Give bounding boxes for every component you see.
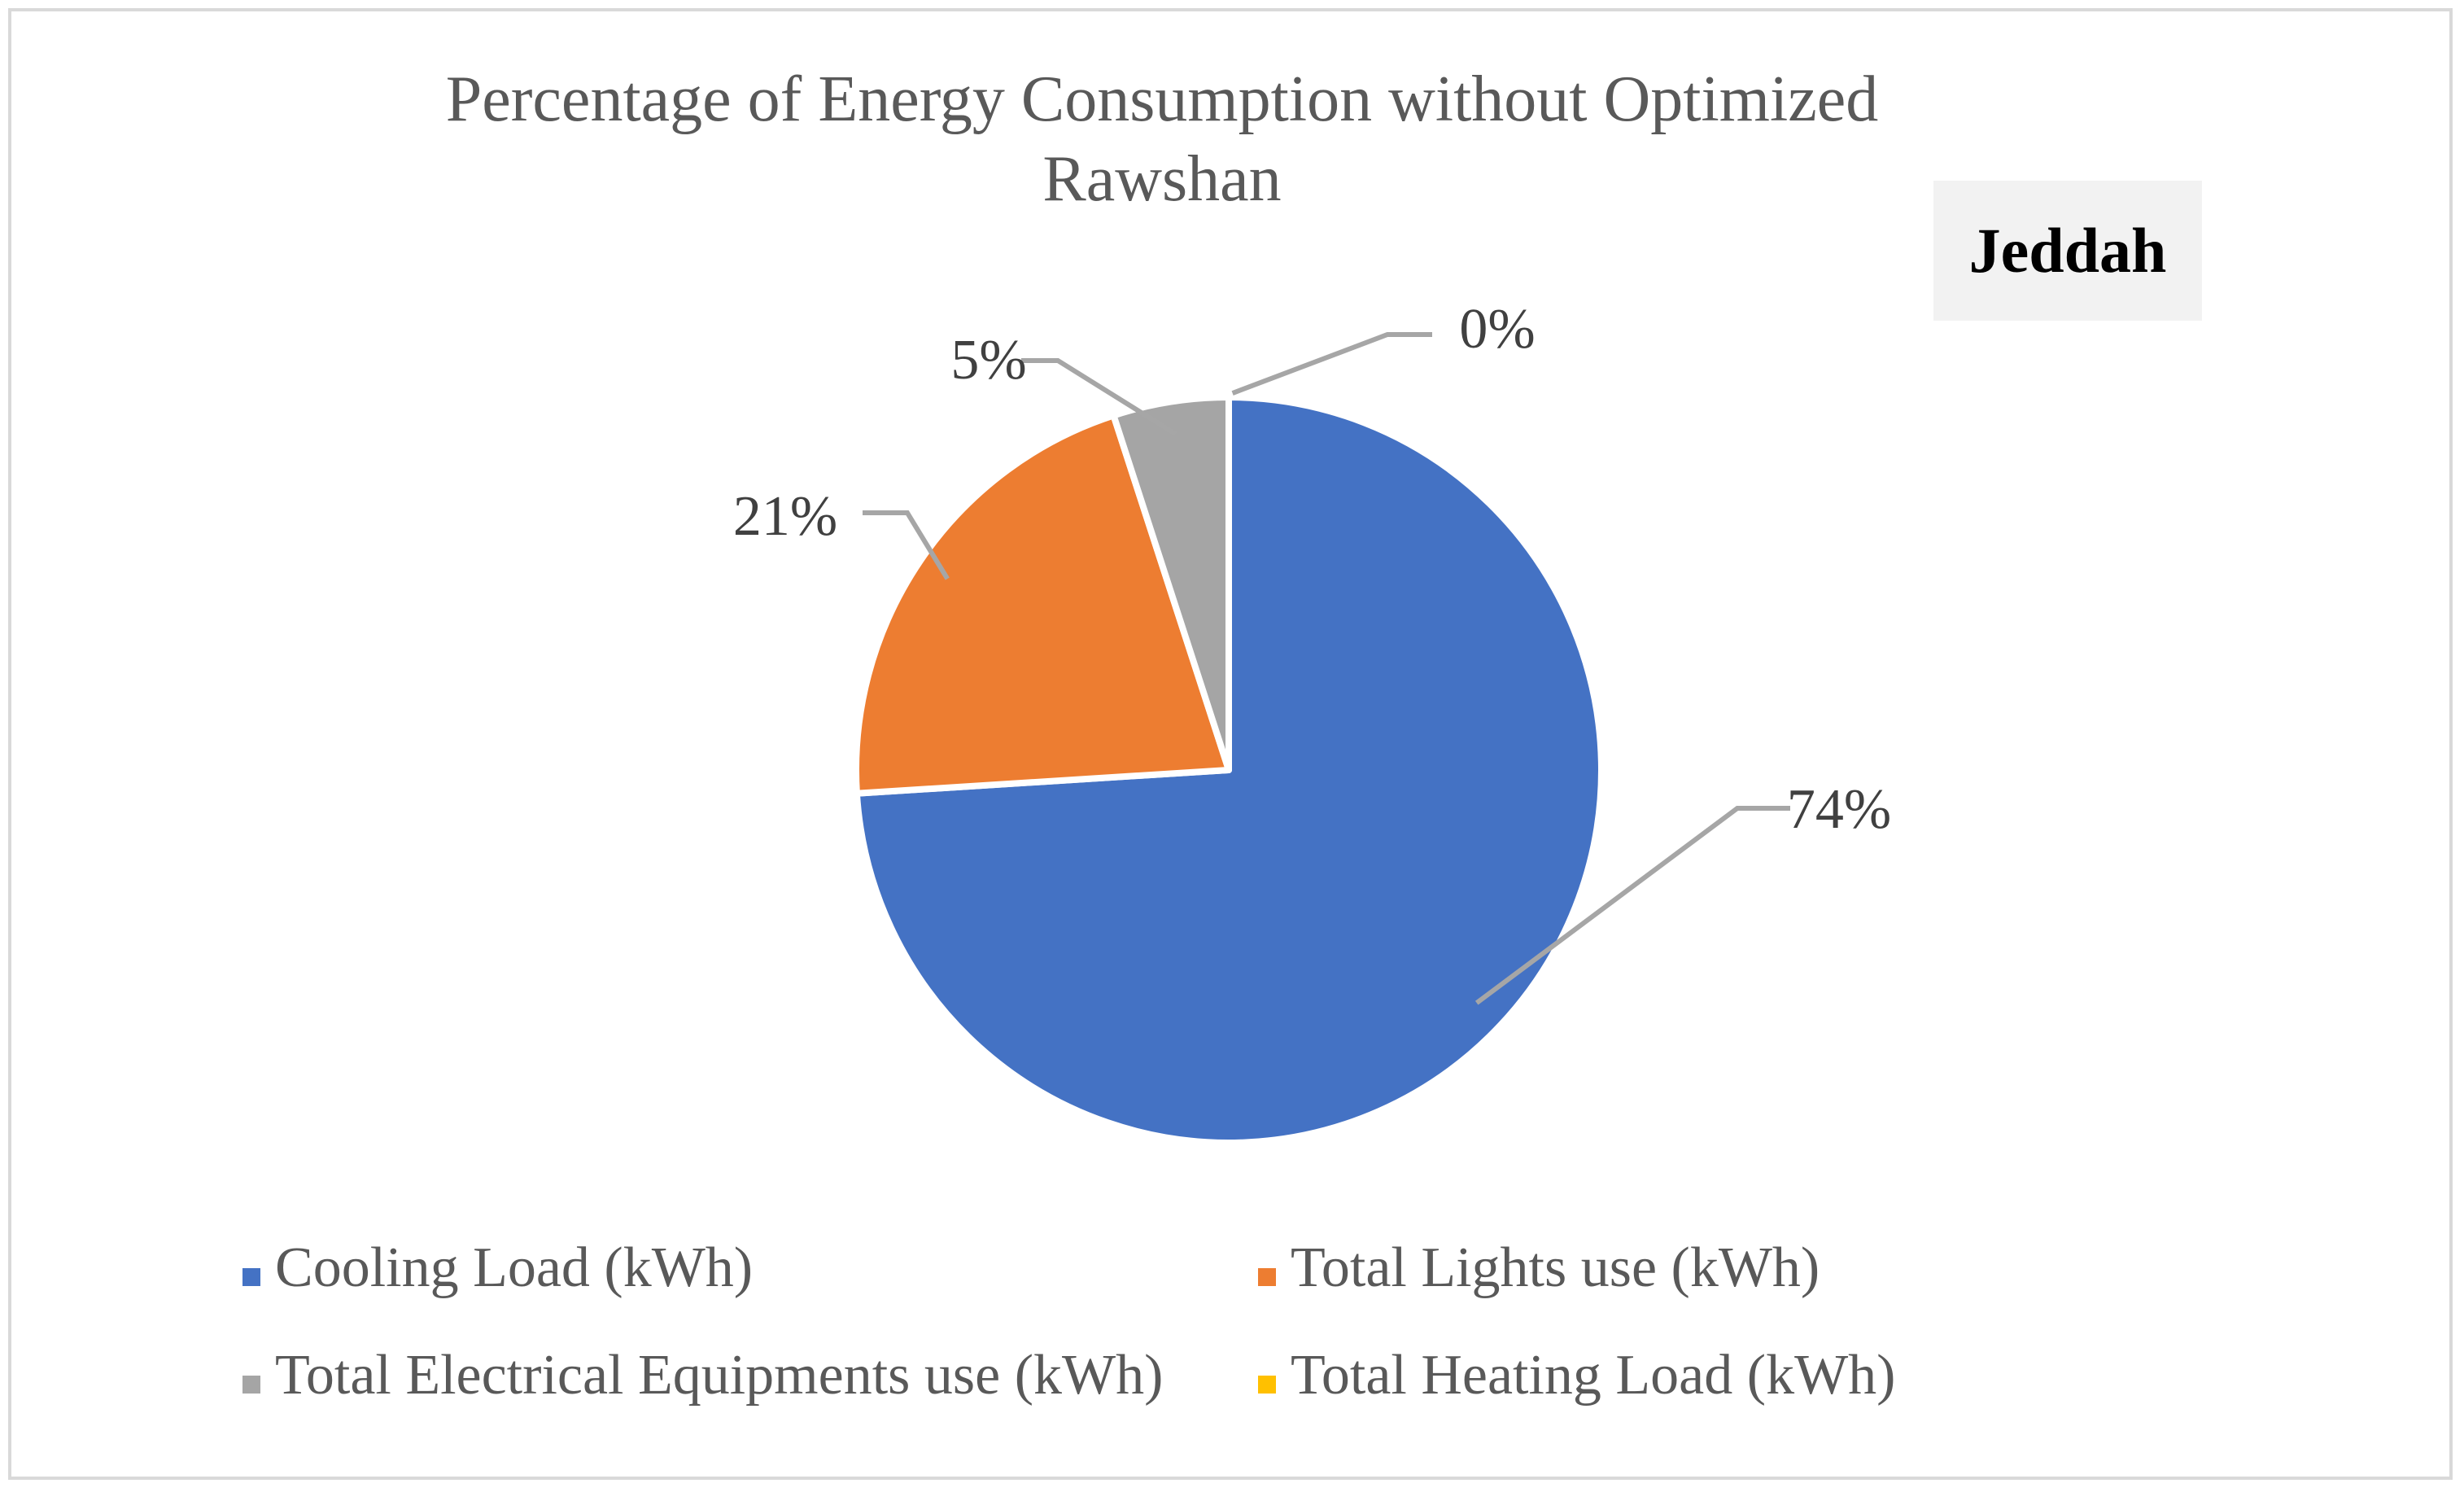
city-annotation: Jeddah [1969,215,2167,286]
legend: Cooling Load (kWh) Total Lights use (kWh)… [242,1236,1895,1407]
leader-lines [863,332,1790,1005]
legend-item-3: Total Electrical Equipments use (kWh) [242,1344,1163,1407]
legend-item-2: Total Lights use (kWh) [1258,1236,1820,1299]
legend-swatch-3 [242,1376,260,1394]
legend-swatch-2 [1258,1268,1276,1286]
data-labels: 74% 21% 5% 0% [733,298,1891,841]
pie-slice-2 [853,412,1232,797]
chart-title-line-1: Percentage of Energy Consumption without… [446,63,1878,135]
leader-line-2 [863,510,950,580]
legend-swatch-4 [1258,1376,1276,1394]
leader-line-1 [1474,806,1790,1005]
data-label-1: 74% [1787,778,1891,841]
data-label-3: 5% [950,329,1026,392]
pie-slices [853,394,1605,1146]
chart-title-line-2: Rawshan [1042,143,1281,215]
leader-line-3 [1021,358,1177,436]
data-label-4: 0% [1459,298,1535,361]
pie-slice-3 [1110,394,1232,773]
legend-label-2: Total Lights use (kWh) [1291,1236,1820,1299]
city-annotation-box [1933,181,2202,321]
leader-line-4 [1231,332,1432,396]
legend-item-1: Cooling Load (kWh) [242,1236,753,1299]
legend-label-4: Total Heating Load (kWh) [1291,1344,1895,1407]
legend-item-4: Total Heating Load (kWh) [1258,1344,1895,1407]
legend-label-1: Cooling Load (kWh) [275,1236,753,1299]
legend-swatch-1 [242,1268,260,1286]
legend-label-3: Total Electrical Equipments use (kWh) [275,1344,1163,1407]
data-label-2: 21% [733,485,837,548]
